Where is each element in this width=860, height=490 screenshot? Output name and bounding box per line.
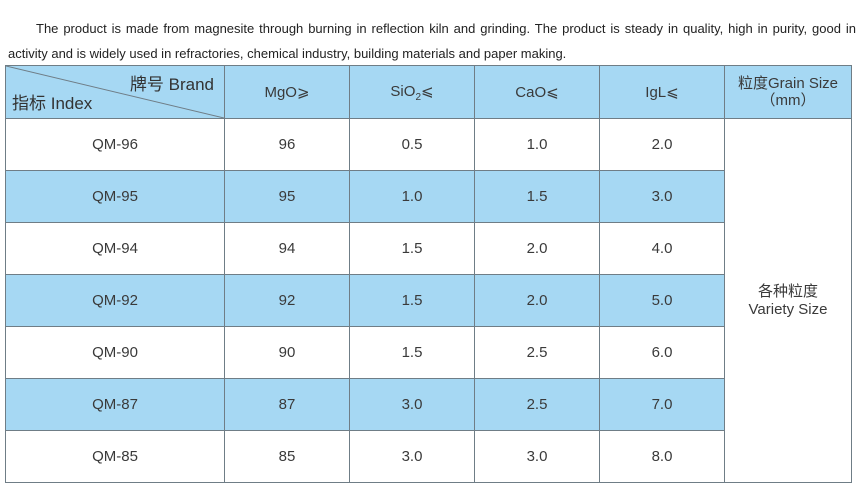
cell-igl: 3.0 [599, 170, 725, 223]
cell-cao: 2.5 [474, 326, 600, 379]
table-row: QM-92 92 1.5 2.0 5.0 [5, 274, 852, 327]
intro-paragraph: The product is made from magnesite throu… [8, 21, 856, 61]
header-sio2-sym: ⩽ [421, 82, 434, 100]
cell-sio2: 1.5 [349, 222, 475, 275]
cell-igl: 2.0 [599, 118, 725, 171]
cell-mgo: 95 [224, 170, 350, 223]
cell-mgo: 92 [224, 274, 350, 327]
cell-cao: 2.5 [474, 378, 600, 431]
table-row: QM-87 87 3.0 2.5 7.0 [5, 378, 852, 431]
cell-cao: 2.0 [474, 222, 600, 275]
header-mgo: MgO⩾ [224, 65, 350, 119]
cell-brand: QM-95 [5, 170, 225, 223]
cell-mgo: 90 [224, 326, 350, 379]
cell-mgo: 87 [224, 378, 350, 431]
cell-sio2: 0.5 [349, 118, 475, 171]
cell-sio2: 3.0 [349, 430, 475, 483]
spec-table: 牌号 Brand 指标 Index MgO⩾ SiO2⩽ CaO⩽ IgL⩽ 粒… [5, 65, 852, 483]
cell-igl: 5.0 [599, 274, 725, 327]
cell-cao: 3.0 [474, 430, 600, 483]
corner-header-cell: 牌号 Brand 指标 Index [5, 65, 225, 119]
header-igl: IgL⩽ [599, 65, 725, 119]
cell-igl: 6.0 [599, 326, 725, 379]
grain-value-line1: 各种粒度 [757, 282, 818, 300]
cell-sio2: 1.0 [349, 170, 475, 223]
cell-grain-size-merged: 各种粒度 Variety Size [724, 118, 852, 483]
grain-value-line2: Variety Size [748, 300, 828, 318]
cell-cao: 1.5 [474, 170, 600, 223]
cell-brand: QM-94 [5, 222, 225, 275]
cell-mgo: 85 [224, 430, 350, 483]
table-row: QM-96 96 0.5 1.0 2.0 各种粒度 Variety Size [5, 118, 852, 483]
cell-brand: QM-85 [5, 430, 225, 483]
table-row: QM-95 95 1.0 1.5 3.0 [5, 170, 852, 223]
header-sio2: SiO2⩽ [349, 65, 475, 119]
cell-brand: QM-96 [5, 118, 225, 171]
table-row: QM-94 94 1.5 2.0 4.0 [5, 222, 852, 275]
cell-cao: 1.0 [474, 118, 600, 171]
header-grain-line1: 粒度Grain Size [737, 75, 839, 92]
cell-sio2: 1.5 [349, 326, 475, 379]
header-cao: CaO⩽ [474, 65, 600, 119]
diagonal-divider [6, 66, 224, 118]
header-sio2-sub: 2 [415, 91, 421, 103]
cell-brand: QM-90 [5, 326, 225, 379]
cell-mgo: 94 [224, 222, 350, 275]
cell-brand: QM-92 [5, 274, 225, 327]
corner-brand-label: 牌号 Brand [129, 75, 214, 94]
cell-sio2: 3.0 [349, 378, 475, 431]
header-sio2-main: SiO [390, 82, 416, 100]
header-grain-size: 粒度Grain Size （mm） [724, 65, 852, 119]
cell-igl: 8.0 [599, 430, 725, 483]
table-row: QM-85 85 3.0 3.0 8.0 [5, 430, 852, 483]
corner-index-label: 指标 Index [12, 94, 93, 113]
header-row: 牌号 Brand 指标 Index MgO⩾ SiO2⩽ CaO⩽ IgL⩽ 粒… [5, 65, 852, 119]
table-row: QM-90 90 1.5 2.5 6.0 [5, 326, 852, 379]
cell-igl: 4.0 [599, 222, 725, 275]
cell-igl: 7.0 [599, 378, 725, 431]
cell-sio2: 1.5 [349, 274, 475, 327]
cell-mgo: 96 [224, 118, 350, 171]
cell-brand: QM-87 [5, 378, 225, 431]
header-grain-line2: （mm） [760, 92, 816, 109]
cell-cao: 2.0 [474, 274, 600, 327]
